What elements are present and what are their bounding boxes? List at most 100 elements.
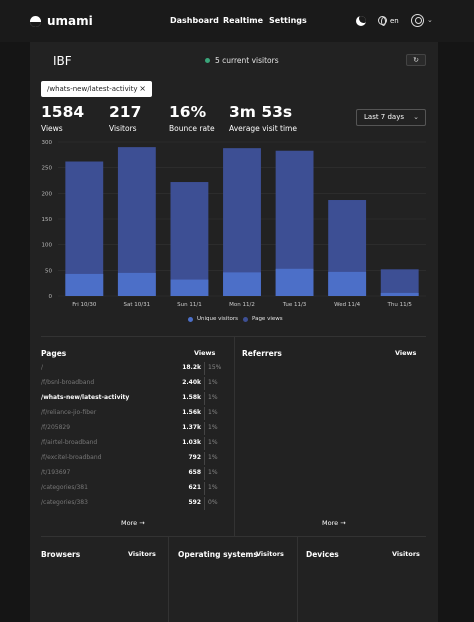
more-label: More <box>322 519 339 527</box>
user-menu-chevron-down-icon[interactable]: ⌄ <box>427 16 433 24</box>
bar-page-views <box>170 182 209 296</box>
legend-page-views[interactable]: Page views <box>243 316 283 322</box>
browsers-column-header: Visitors <box>128 550 156 558</box>
table-row[interactable]: /categories/383 592 0% <box>41 496 221 511</box>
page-percent: 1% <box>208 409 218 416</box>
page-percent: 1% <box>208 424 218 431</box>
y-tick-label: 150 <box>42 217 53 223</box>
page-views-count: 1.56k <box>182 409 201 416</box>
metric-value: 1584 <box>41 103 85 121</box>
page-path[interactable]: /f/airtel-broadband <box>41 439 98 446</box>
metric-views: 1584 Views <box>41 103 84 133</box>
percent-bar <box>204 452 205 465</box>
bar-page-views <box>223 148 261 296</box>
page-views-count: 1.03k <box>182 439 201 446</box>
page-percent: 1% <box>208 379 218 386</box>
website-title: IBF <box>53 54 72 68</box>
x-tick-label: Wed 11/4 <box>334 302 361 308</box>
language-selector[interactable]: en <box>390 17 399 25</box>
table-row[interactable]: /f/airtel-broadband 1.03k 1% <box>41 436 221 451</box>
page-percent: 1% <box>208 454 218 461</box>
bar-unique-visitors <box>328 271 367 296</box>
pages-column-header: Views <box>194 349 216 357</box>
url-filter-chip[interactable]: /whats-new/latest-activity × <box>41 81 152 97</box>
table-row[interactable]: / 18.2k 15% <box>41 361 221 376</box>
metric-value: 3m 53s <box>229 103 293 121</box>
page-views-count: 792 <box>188 454 201 461</box>
table-row[interactable]: /f/bsnl-broadband 2.40k 1% <box>41 376 221 391</box>
legend-swatch-icon <box>243 316 248 322</box>
bar-unique-visitors <box>223 272 261 296</box>
table-row[interactable]: /t/193697 658 1% <box>41 466 221 481</box>
os-section-title: Operating systems <box>178 550 258 559</box>
metric-label: Average visit time <box>229 124 297 133</box>
metric-bounce-rate: 16% Bounce rate <box>169 103 215 133</box>
y-tick-label: 0 <box>49 294 53 300</box>
y-tick-label: 250 <box>42 166 53 172</box>
chevron-down-icon: ⌄ <box>413 113 419 121</box>
page-percent: 1% <box>208 484 218 491</box>
legend-swatch-icon <box>188 316 193 322</box>
active-visitors-indicator: 5 current visitors <box>205 56 279 65</box>
percent-bar <box>204 437 205 450</box>
nav-realtime[interactable]: Realtime <box>223 16 264 25</box>
logo[interactable]: umami <box>30 14 93 28</box>
nav-dashboard[interactable]: Dashboard <box>170 16 219 25</box>
metric-label: Views <box>41 124 63 133</box>
bar-unique-visitors <box>65 273 104 296</box>
table-row[interactable]: /whats-new/latest-activity 1.58k 1% <box>41 391 221 406</box>
metric-label: Visitors <box>109 124 137 133</box>
table-row[interactable]: /f/excitel-broadband 792 1% <box>41 451 221 466</box>
metric-value: 16% <box>169 103 207 121</box>
page-views-count: 18.2k <box>182 364 201 371</box>
table-row[interactable]: /f/reliance-jio-fiber 1.56k 1% <box>41 406 221 421</box>
refresh-button[interactable]: ↻ <box>406 54 426 66</box>
percent-bar <box>204 497 205 510</box>
pages-more-link[interactable]: More → <box>121 519 145 527</box>
page-path[interactable]: /categories/381 <box>41 484 88 491</box>
y-tick-label: 200 <box>42 191 53 197</box>
os-column-header: Visitors <box>256 550 284 558</box>
website-dashboard-panel: IBF 5 current visitors ↻ /whats-new/late… <box>30 42 438 622</box>
metric-average-visit-time: 3m 53s Average visit time <box>229 103 297 133</box>
percent-bar <box>204 467 205 480</box>
user-profile-icon[interactable] <box>411 14 424 27</box>
page-path[interactable]: /categories/383 <box>41 499 88 506</box>
page-views-count: 658 <box>188 469 201 476</box>
page-percent: 1% <box>208 469 218 476</box>
table-row[interactable]: /f/205829 1.37k 1% <box>41 421 221 436</box>
page-path[interactable]: /f/excitel-broadband <box>41 454 102 461</box>
active-visitors-count: 5 current visitors <box>215 56 279 65</box>
browsers-section-title: Browsers <box>41 550 81 559</box>
page-views-count: 592 <box>188 499 201 506</box>
url-filter-value: /whats-new/latest-activity <box>47 85 138 93</box>
remove-filter-close-icon[interactable]: × <box>139 84 146 93</box>
bar-unique-visitors <box>380 292 419 296</box>
percent-bar <box>204 362 205 375</box>
page-path[interactable]: /t/193697 <box>41 469 71 476</box>
referrers-more-link[interactable]: More → <box>322 519 346 527</box>
x-tick-label: Sat 10/31 <box>124 302 151 308</box>
page-views-count: 1.58k <box>182 394 201 401</box>
page-path[interactable]: /f/bsnl-broadband <box>41 379 95 386</box>
bar-page-views <box>380 269 419 296</box>
divider <box>234 336 235 536</box>
percent-bar <box>204 482 205 495</box>
language-globe-icon[interactable] <box>378 16 387 26</box>
page-path[interactable]: /f/reliance-jio-fiber <box>41 409 97 416</box>
percent-bar <box>204 422 205 435</box>
arrow-right-icon: → <box>340 519 346 527</box>
umami-logo-icon <box>30 15 41 27</box>
legend-unique-visitors[interactable]: Unique visitors <box>188 316 238 322</box>
theme-toggle-moon-icon[interactable] <box>356 16 366 26</box>
date-range-dropdown[interactable]: Last 7 days ⌄ <box>356 109 426 126</box>
page-path[interactable]: /f/205829 <box>41 424 71 431</box>
table-row[interactable]: /categories/381 621 1% <box>41 481 221 496</box>
percent-bar <box>204 392 205 405</box>
page-path[interactable]: / <box>41 364 44 371</box>
x-tick-label: Sun 11/1 <box>177 302 202 308</box>
nav-settings[interactable]: Settings <box>269 16 307 25</box>
more-label: More <box>121 519 138 527</box>
metric-value: 217 <box>109 103 142 121</box>
page-path[interactable]: /whats-new/latest-activity <box>41 394 130 401</box>
